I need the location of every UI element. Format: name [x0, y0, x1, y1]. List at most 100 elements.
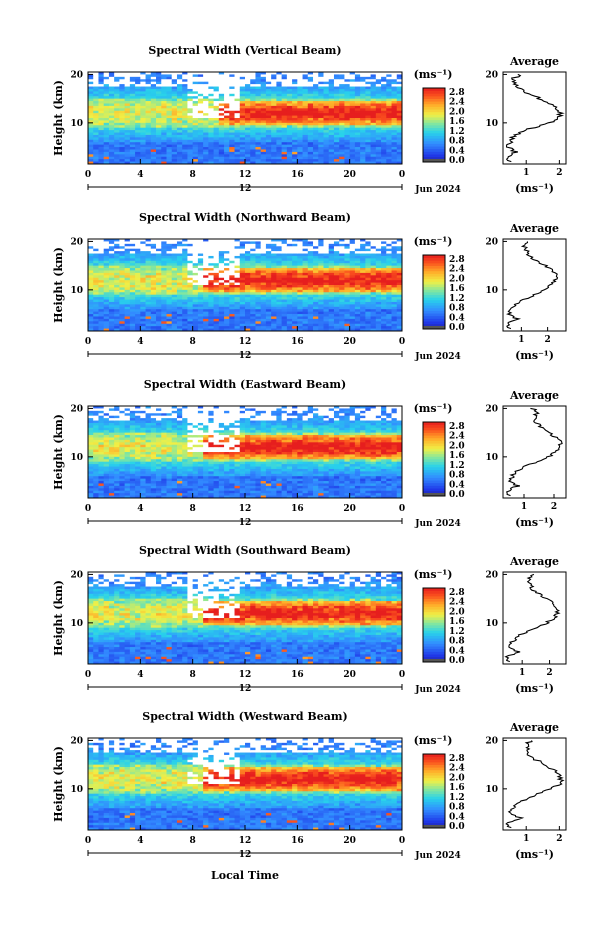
heatmap-cell — [396, 328, 403, 332]
heatmap-cell — [281, 105, 288, 109]
heatmap-cell — [108, 473, 115, 477]
heatmap-cell — [197, 321, 204, 325]
heatmap-cell — [313, 74, 319, 78]
heatmap-cell — [354, 321, 361, 325]
heatmap-cell — [108, 260, 115, 264]
heatmap-cell — [307, 304, 314, 308]
heatmap-cell — [354, 147, 361, 150]
heatmap-cell — [333, 248, 340, 252]
heatmap-cell — [218, 156, 225, 160]
average-profile-line — [505, 73, 565, 163]
heatmap-cell — [161, 118, 167, 121]
heatmap-cell — [229, 127, 235, 131]
heatmap-cell — [88, 449, 94, 453]
colorbar-swatch — [423, 117, 445, 121]
heatmap-cell — [333, 272, 340, 276]
heatmap-cell — [156, 292, 162, 296]
heatmap-cell — [192, 79, 199, 83]
heatmap-cell — [171, 105, 178, 109]
heatmap-cell — [360, 260, 366, 264]
heatmap-cell — [93, 328, 99, 332]
heatmap-cell — [370, 161, 377, 165]
heatmap-cell — [171, 154, 178, 158]
heatmap-cell — [365, 98, 371, 102]
heatmap-cell — [255, 154, 262, 158]
heatmap-cell — [187, 76, 194, 80]
heatmap-cell — [381, 88, 387, 92]
heatmap-cell — [281, 132, 288, 136]
heatmap-cell — [276, 79, 283, 83]
heatmap-cell — [108, 144, 115, 148]
heatmap-cell — [381, 115, 387, 119]
heatmap-cell — [156, 72, 162, 75]
heatmap-cell — [396, 142, 403, 146]
heatmap-cell — [103, 93, 110, 97]
heatmap-cell — [313, 326, 319, 329]
heatmap-cell — [276, 239, 283, 242]
heatmap-cell — [218, 294, 225, 298]
heatmap-cell — [265, 255, 272, 259]
heatmap-cell — [255, 151, 262, 155]
heatmap-cell — [171, 134, 178, 138]
heatmap-cell — [192, 253, 199, 257]
heatmap-cell — [323, 130, 330, 133]
heatmap-cell — [182, 134, 188, 138]
heatmap-cell — [218, 318, 225, 322]
heatmap-cell — [124, 241, 131, 245]
heatmap-cell — [197, 265, 204, 269]
heatmap-cell — [307, 142, 314, 146]
heatmap-cell — [297, 282, 303, 286]
heatmap-cell — [276, 280, 283, 283]
heatmap-cell — [381, 147, 387, 150]
heatmap-cell — [323, 93, 330, 97]
heatmap-cell — [391, 326, 398, 329]
heatmap-cell — [354, 255, 361, 259]
heatmap-cell — [245, 272, 251, 276]
heatmap-cell — [166, 134, 173, 138]
heatmap-cell — [145, 125, 152, 129]
heatmap-cell — [108, 282, 115, 286]
heatmap-cell — [313, 96, 319, 100]
heatmap-cell — [234, 74, 241, 78]
heatmap-cell — [124, 282, 131, 286]
heatmap-cell — [114, 268, 120, 271]
heatmap-cell — [323, 258, 330, 262]
heatmap-cell — [281, 103, 288, 107]
heatmap-cell — [135, 134, 141, 138]
heatmap-cell — [297, 161, 303, 165]
heatmap-cell — [360, 277, 366, 281]
heatmap-cell — [218, 74, 225, 78]
heatmap-cell — [391, 301, 398, 305]
heatmap-cell — [129, 321, 136, 325]
heatmap-cell — [161, 113, 167, 116]
heatmap-cell — [344, 280, 351, 283]
heatmap-cell — [192, 297, 199, 300]
heatmap-cell — [98, 93, 105, 97]
heatmap-cell — [150, 134, 157, 138]
heatmap-cell — [307, 76, 314, 80]
heatmap-cell — [103, 258, 110, 262]
heatmap-cell — [344, 105, 351, 109]
heatmap-cell — [250, 253, 256, 257]
heatmap-cell — [218, 113, 225, 116]
heatmap-cell — [292, 243, 298, 247]
heatmap-cell — [187, 81, 194, 85]
heatmap-cell — [250, 93, 256, 97]
heatmap-cell — [381, 309, 387, 313]
heatmap-cell — [161, 110, 167, 114]
heatmap-cell — [339, 239, 345, 242]
heatmap-cell — [354, 88, 361, 92]
heatmap-cell — [333, 147, 340, 150]
heatmap-cell — [218, 285, 225, 288]
heatmap-cell — [224, 101, 230, 104]
heatmap-cell — [166, 311, 173, 315]
heatmap-cell — [260, 137, 267, 141]
heatmap-cell — [297, 147, 303, 150]
colorbar-swatch — [423, 98, 445, 102]
heatmap-cell — [307, 151, 314, 155]
heatmap-cell — [124, 132, 131, 136]
heatmap-cell — [229, 306, 235, 310]
heatmap-cell — [234, 316, 241, 320]
heatmap-cell — [245, 72, 251, 75]
heatmap-cell — [156, 76, 162, 80]
